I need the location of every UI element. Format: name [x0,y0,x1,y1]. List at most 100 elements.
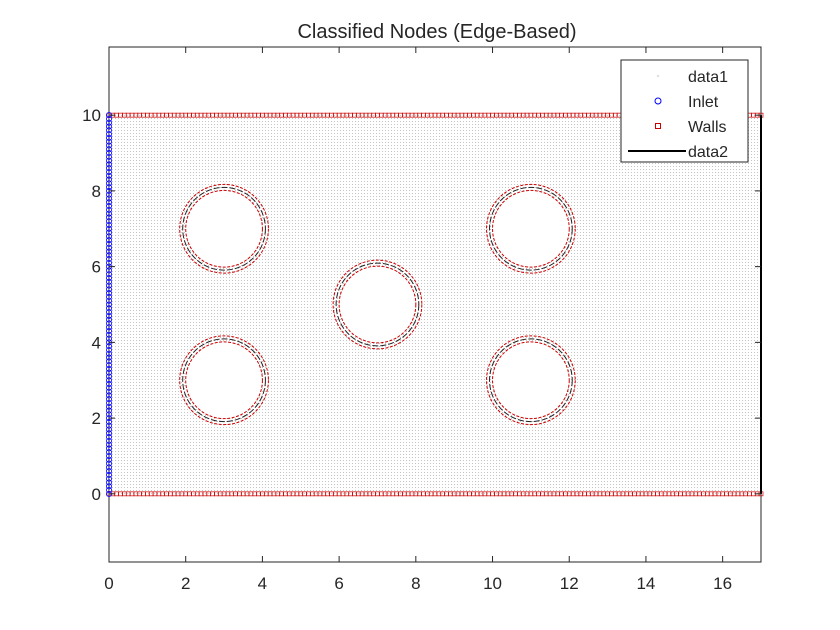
legend-marker-square [655,123,661,129]
inlet-node [106,346,113,353]
legend-marker-circle [654,97,662,105]
y-tick-label: 8 [92,182,101,201]
inlet-node [106,312,113,319]
inlet-node [106,271,113,278]
inlet-node [106,301,113,308]
y-tick-label: 10 [82,106,101,125]
x-tick-label: 16 [713,574,732,593]
inlet-node [106,290,113,297]
y-tick-label: 2 [92,409,101,428]
obstacle-wall-ring [338,265,417,344]
obstacle-wall-ring [179,335,269,426]
inlet-node [106,115,113,122]
legend-item-data2: data2 [628,144,728,161]
obstacle-wall-ring [486,335,576,426]
inlet-node [106,324,113,331]
inlet-node [106,259,113,266]
legend-item-inlet: Inlet [654,94,719,111]
inlet-node [106,384,113,391]
inlet-node [106,437,113,444]
inlet-node [106,483,113,490]
inlet-node [106,331,113,338]
x-tick-label: 0 [104,574,113,593]
inlet-node [106,479,113,486]
inlet-node [106,449,113,456]
inlet-node [106,229,113,236]
legend-marker-point [657,75,659,77]
inlet-node [106,168,113,175]
x-tick-label: 10 [483,574,502,593]
inlet-node [106,487,113,494]
inlet-node [106,157,113,164]
inlet-node [106,464,113,471]
obstacle-wall-ring [492,189,570,268]
inlet-node [106,218,113,225]
obstacle-wall-ring [335,262,420,347]
inlet-node [106,274,113,281]
obstacle-wall-ring [185,341,263,420]
x-tick-label: 8 [411,574,420,593]
inlet-node [106,278,113,285]
obstacle-wall-ring [489,338,573,423]
x-axis: 0 2 4 6 8 10 12 14 16 [104,47,732,593]
inlet-node [106,320,113,327]
inlet-node [106,286,113,293]
inlet-nodes [106,112,113,497]
obstacle-wall-ring [489,186,573,271]
y-tick-label: 6 [92,258,101,277]
inlet-node [106,127,113,134]
inlet-node [106,150,113,157]
inlet-node [106,460,113,467]
inlet-node [106,176,113,183]
inlet-node [106,199,113,206]
inlet-node [106,434,113,441]
inlet-node [106,305,113,312]
inlet-node [106,445,113,452]
inlet-node [106,392,113,399]
inlet-node [106,252,113,259]
chart-title: Classified Nodes (Edge-Based) [297,21,576,43]
x-tick-label: 4 [258,574,267,593]
inlet-node [106,134,113,141]
inlet-node [106,422,113,429]
inlet-node [106,138,113,145]
inlet-node [106,399,113,406]
obstacle-wall-ring [182,338,266,423]
inlet-node [106,309,113,316]
inlet-node [106,237,113,244]
inlet-node [106,343,113,350]
legend-label: data2 [688,144,728,161]
inlet-node [106,225,113,232]
inlet-node [106,146,113,153]
inlet-node [106,123,113,130]
inlet-node [106,206,113,213]
obstacle-wall-ring [182,186,266,271]
inlet-node [106,456,113,463]
inlet-node [106,248,113,255]
legend-label: Walls [688,119,727,136]
inlet-node [106,165,113,172]
inlet-node [106,365,113,372]
x-tick-label: 12 [560,574,579,593]
inlet-node [106,369,113,376]
inlet-node [106,411,113,418]
inlet-node [106,430,113,437]
inlet-node [106,328,113,335]
inlet-node [106,203,113,210]
inlet-node [106,131,113,138]
inlet-node [106,240,113,247]
inlet-node [106,350,113,357]
inlet-node [106,233,113,240]
inlet-node [106,191,113,198]
inlet-node [106,441,113,448]
inlet-node [106,335,113,342]
inlet-node [106,373,113,380]
inlet-node [106,452,113,459]
inlet-node [106,195,113,202]
inlet-node [106,293,113,300]
inlet-node [106,214,113,221]
inlet-node [106,142,113,149]
obstacle-wall-ring [492,341,570,420]
inlet-node [106,221,113,228]
